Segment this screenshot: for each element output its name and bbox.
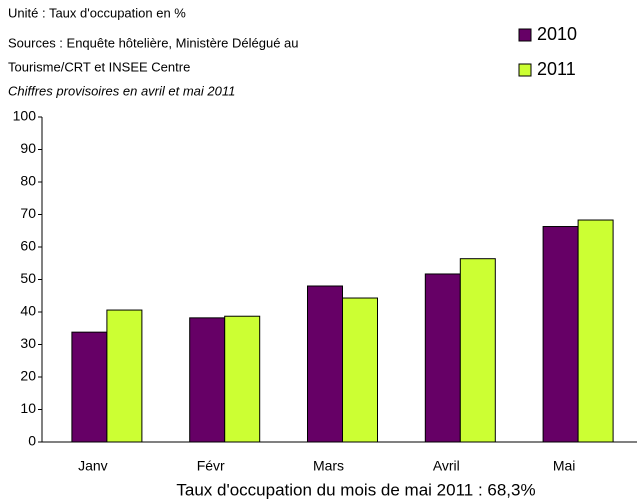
x-tick-label: Avril [433, 458, 460, 474]
y-tick-label: 50 [20, 270, 36, 286]
bar [307, 285, 343, 443]
y-tick-label: 80 [20, 173, 36, 189]
x-tick-label: Mars [313, 458, 344, 474]
y-tick-label: 30 [20, 335, 36, 351]
y-tick-label: 40 [20, 303, 36, 319]
subtitle: Tourisme/CRT et INSEE Centre [8, 59, 190, 74]
bar [71, 331, 108, 443]
bar [424, 273, 461, 443]
bar [342, 297, 378, 443]
y-tick-label: 10 [20, 400, 36, 416]
bar [459, 258, 496, 443]
legend-swatch [518, 63, 532, 77]
legend-label: 2011 [537, 59, 576, 79]
bar [224, 315, 261, 443]
subtitle: Unité : Taux d'occupation en % [8, 5, 186, 20]
y-tick-label: 0 [28, 433, 36, 449]
legend-label: 2010 [537, 24, 577, 44]
annotation: Chiffres provisoires en avril et mai 201… [8, 83, 235, 98]
bar [577, 219, 614, 443]
y-tick-label: 20 [20, 368, 36, 384]
x-axis-label: Taux d'occupation du mois de mai 2011 : … [176, 480, 535, 499]
y-tick-label: 70 [20, 205, 36, 221]
bar [106, 309, 143, 443]
bar [542, 226, 579, 443]
x-tick-label: Janv [78, 458, 108, 474]
y-tick-label: 100 [13, 108, 37, 124]
bar [189, 317, 226, 443]
y-tick-label: 90 [20, 140, 36, 156]
x-tick-label: Févr [197, 458, 225, 474]
y-tick-label: 60 [20, 238, 36, 254]
legend-swatch [518, 28, 532, 42]
x-tick-label: Mai [553, 458, 576, 474]
subtitle: Sources : Enquête hôtelière, Ministère D… [8, 35, 299, 50]
